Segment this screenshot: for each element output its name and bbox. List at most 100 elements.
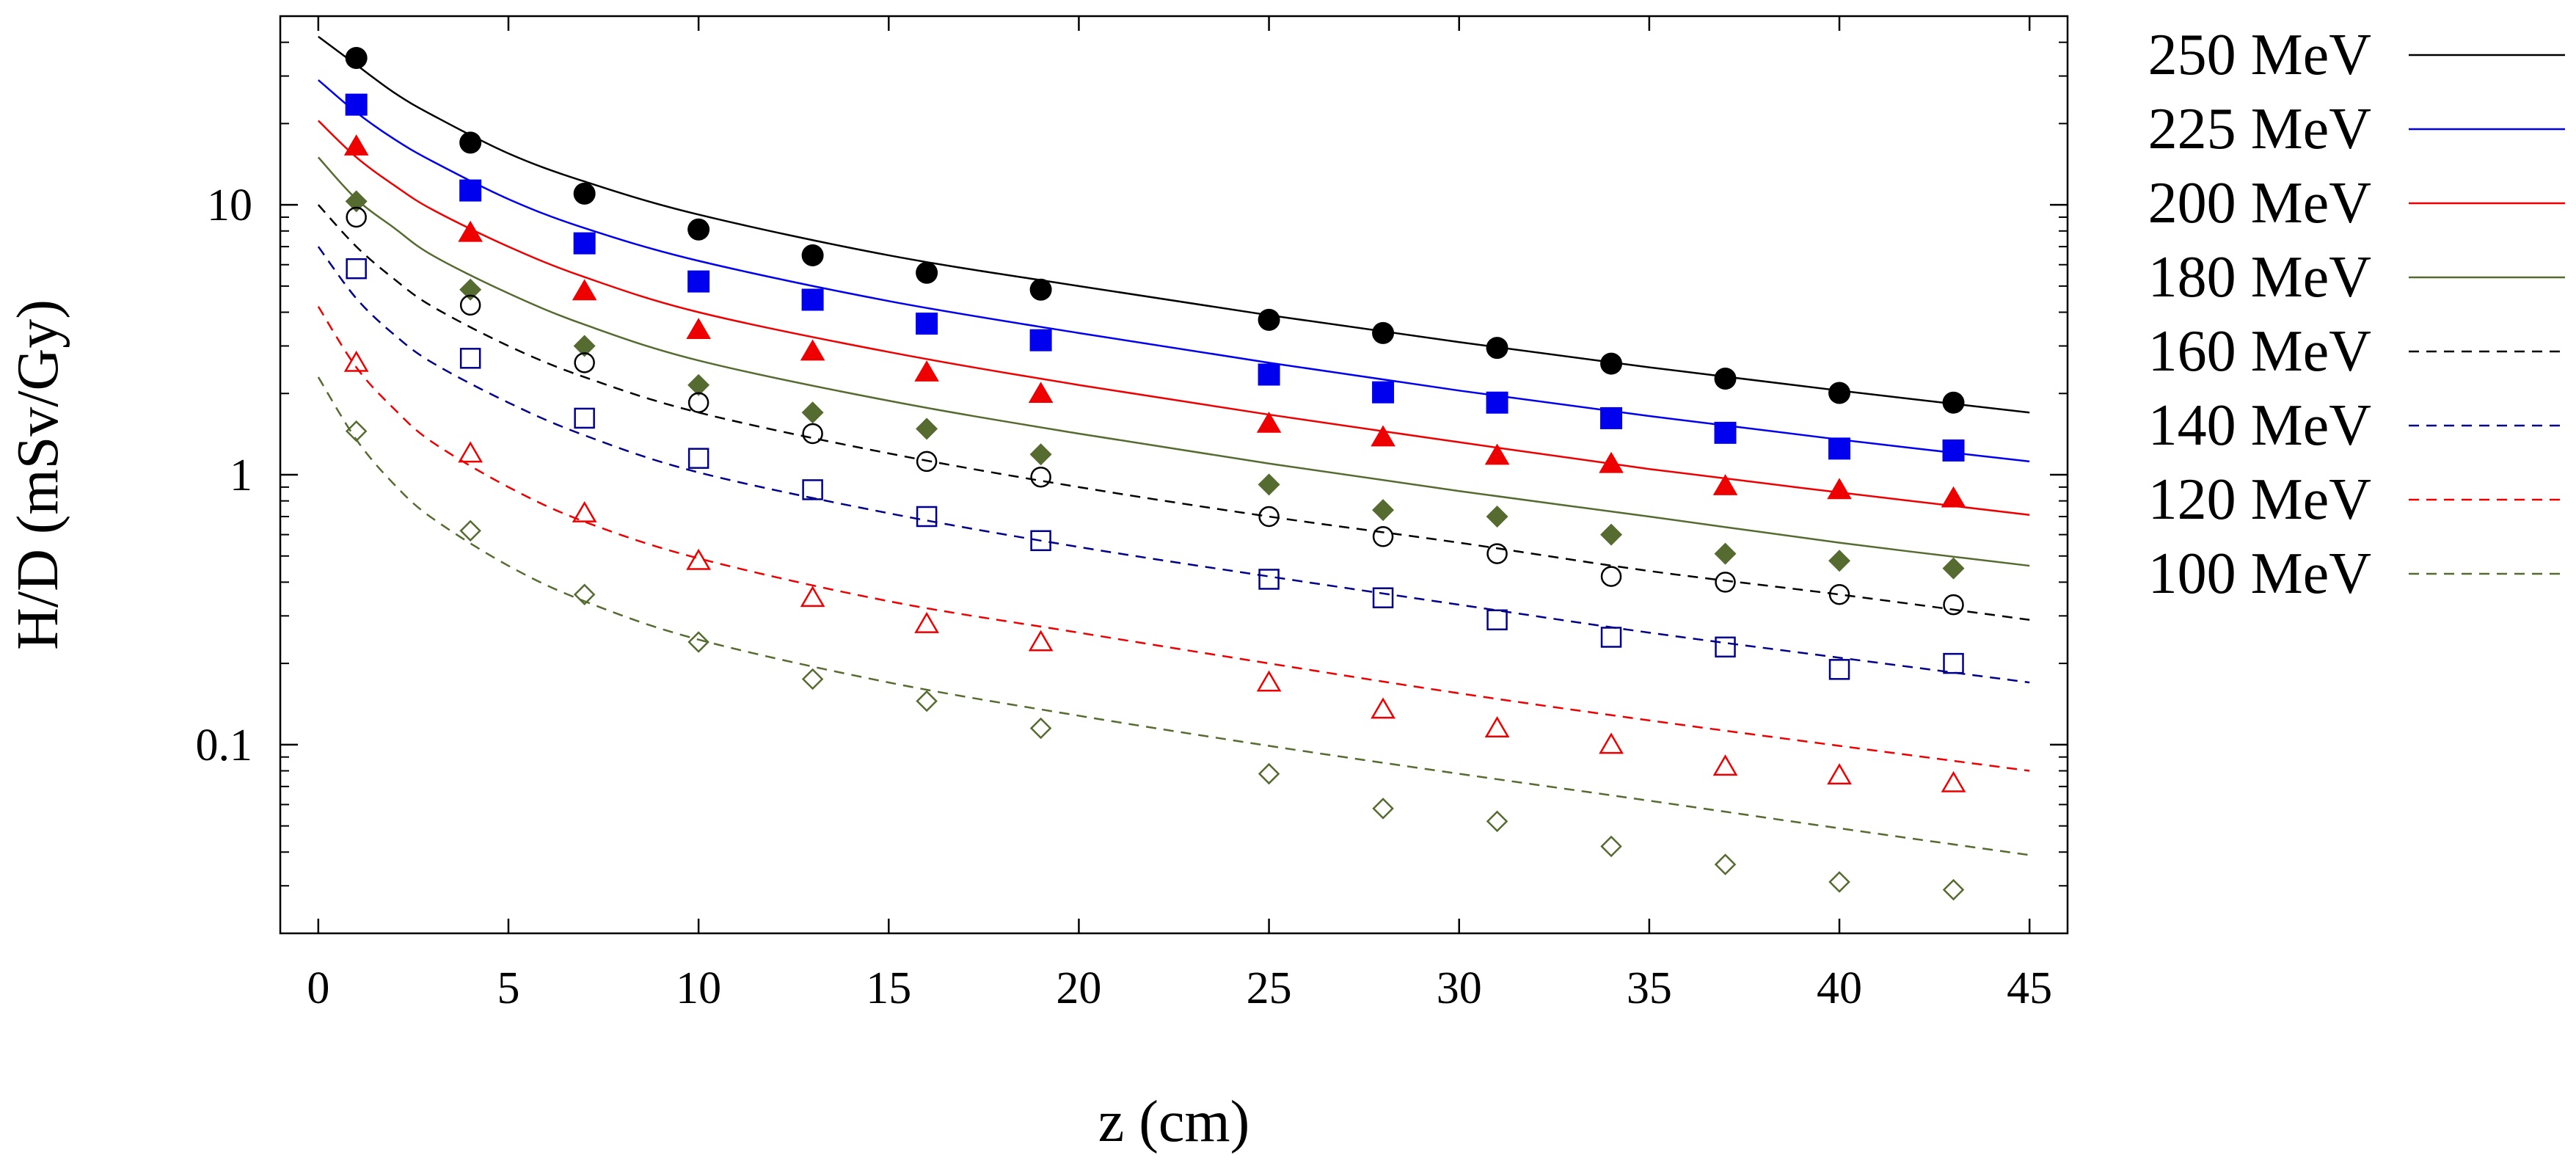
legend: 250 MeV 225 MeV 200 MeV 180 MeV 160 MeV 140 M… [2148,23,2565,606]
data-point-180-mev [1258,473,1280,496]
data-point-140-mev [1600,627,1622,648]
data-point-225-mev [1258,363,1280,386]
legend-label-140-mev: 140 MeV [2148,393,2371,458]
x-tick-label: 30 [1437,963,1482,1013]
data-point-250-mev [1029,278,1052,301]
data-point-160-mev [1372,526,1394,547]
data-point-120-mev [914,611,939,633]
data-point-250-mev [1828,382,1851,404]
data-point-120-mev [343,350,369,372]
data-point-140-mev [1030,530,1051,552]
data-point-140-mev [346,258,367,280]
data-point-100-mev [1258,762,1280,785]
data-point-200-mev [1712,474,1738,495]
data-point-180-mev [1486,505,1508,528]
data-point-160-mev [459,294,481,316]
data-point-160-mev [1600,566,1622,587]
x-axis-title: z (cm) [1098,1090,1250,1154]
y-tick-label: 1 [230,451,252,500]
data-point-100-mev [573,583,596,605]
y-axis-title: H/D (mSv/Gy) [6,299,70,650]
data-point-250-mev [1258,308,1280,331]
legend-label-180-mev: 180 MeV [2148,245,2371,310]
x-tick-label: 5 [497,963,519,1013]
data-point-160-mev [1828,583,1850,605]
data-point-140-mev [574,407,595,429]
data-point-180-mev [1029,443,1052,466]
data-point-180-mev [1600,523,1623,546]
data-point-160-mev [1258,506,1280,528]
x-tick-label: 35 [1627,963,1672,1013]
data-point-100-mev [801,668,824,690]
data-point-120-mev [1484,716,1510,737]
data-point-140-mev [916,506,938,528]
data-point-225-mev [1942,439,1965,462]
data-point-250-mev [916,261,938,284]
data-point-225-mev [459,179,482,202]
data-point-120-mev [1941,770,1966,792]
data-point-100-mev [1828,871,1850,893]
data-point-100-mev [1372,798,1394,820]
data-point-225-mev [687,270,710,293]
plot-area [317,35,2030,901]
data-point-100-mev [345,420,368,442]
data-point-120-mev [1827,763,1852,785]
data-point-160-mev [916,451,938,473]
x-tick-label: 0 [307,963,329,1013]
data-point-140-mev [459,348,481,369]
data-point-100-mev [1029,717,1052,740]
legend-label-160-mev: 160 MeV [2148,319,2371,384]
data-point-120-mev [686,548,712,570]
data-point-180-mev [459,278,482,301]
fit-line-250-mev [318,35,2030,414]
data-point-225-mev [916,313,938,335]
data-point-200-mev [1256,411,1282,433]
data-point-200-mev [1827,478,1852,500]
data-point-200-mev [686,318,711,339]
data-point-100-mev [1486,810,1508,833]
data-point-100-mev [916,690,938,712]
legend-label-200-mev: 200 MeV [2148,171,2371,236]
data-point-160-mev [1486,543,1508,564]
fit-line-180-mev [317,156,2030,567]
data-point-140-mev [1258,569,1280,590]
data-point-200-mev [572,279,597,301]
data-point-180-mev [1828,550,1851,572]
fit-line-160-mev [317,204,2030,621]
data-point-120-mev [1599,732,1624,754]
data-point-180-mev [573,335,596,357]
data-point-120-mev [1712,754,1738,776]
data-point-160-mev [1715,572,1736,593]
data-point-180-mev [916,418,938,440]
data-point-160-mev [1943,594,1964,616]
data-point-120-mev [800,586,825,608]
fit-line-140-mev [317,246,2030,684]
x-tick-label: 40 [1817,963,1862,1013]
data-point-140-mev [1486,609,1508,631]
data-point-250-mev [801,244,824,266]
data-point-200-mev [1028,382,1054,404]
fit-curves [317,35,2030,856]
data-point-250-mev [687,218,710,241]
fit-line-100-mev [317,376,2030,856]
data-point-250-mev [1486,337,1508,360]
data-point-160-mev [346,206,367,228]
data-point-180-mev [687,373,710,396]
data-point-250-mev [573,182,596,205]
data-point-225-mev [1029,329,1052,351]
data-point-180-mev [345,190,368,213]
data-point-200-mev [1599,451,1624,473]
data-point-120-mev [1256,670,1282,692]
data-point-180-mev [1714,542,1737,565]
data-point-225-mev [801,288,824,311]
data-point-180-mev [1942,557,1965,580]
data-point-200-mev [1371,425,1395,447]
data-point-250-mev [345,46,368,69]
data-point-225-mev [1714,421,1737,444]
data-point-250-mev [1600,352,1623,375]
data-point-225-mev [573,232,596,255]
y-tick-label: 0.1 [196,721,253,770]
data-point-140-mev [687,448,709,469]
fit-line-120-mev [317,306,2030,772]
